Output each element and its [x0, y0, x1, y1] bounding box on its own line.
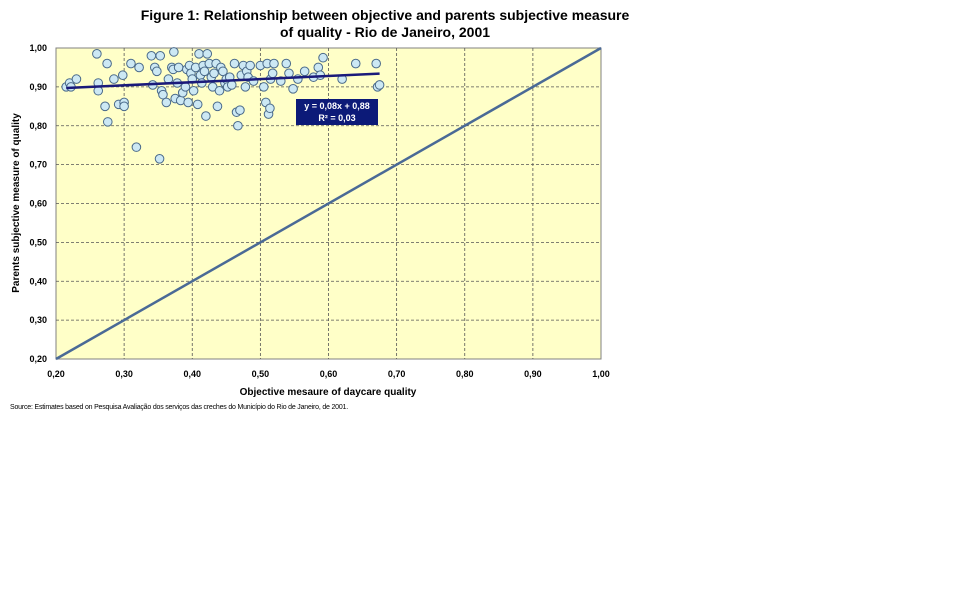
data-point: [245, 60, 255, 71]
data-point: [212, 101, 223, 112]
data-point: [152, 66, 162, 77]
data-point: [269, 58, 279, 69]
diagonal-line: [55, 46, 602, 361]
trendline-equation: y = 0,08x + 0,88: [304, 101, 370, 111]
chart-title-line-1: Figure 1: Relationship between objective…: [140, 7, 630, 23]
data-point: [192, 99, 203, 110]
data-point: [229, 58, 240, 69]
data-point: [169, 47, 179, 57]
y-tick-label: 0,80: [29, 121, 47, 131]
data-point: [183, 97, 193, 108]
data-point: [267, 68, 278, 79]
data-point: [374, 80, 385, 90]
y-tick-label: 1,00: [29, 43, 47, 53]
y-axis-title: Parents subjective measure of quality: [11, 113, 22, 293]
data-point: [117, 70, 128, 81]
data-point: [194, 49, 204, 59]
data-point: [109, 74, 119, 84]
data-point: [209, 68, 219, 79]
x-axis-title: Objective mesaure of daycare quality: [240, 387, 417, 398]
x-tick-label: 0,30: [115, 369, 133, 379]
data-points: [61, 47, 385, 164]
source-note: Source: Estimates based on Pesquisa Aval…: [10, 404, 348, 411]
data-point: [154, 153, 165, 164]
y-tick-label: 0,20: [29, 354, 47, 364]
data-point: [134, 62, 144, 73]
data-point: [146, 50, 157, 61]
data-point: [202, 49, 213, 59]
trendline-r-squared: R² = 0,03: [318, 113, 355, 123]
data-point: [158, 89, 168, 100]
data-point: [102, 58, 112, 69]
data-point: [265, 103, 275, 114]
data-point: [350, 58, 361, 69]
x-tick-label: 0,60: [320, 369, 338, 379]
data-point: [281, 58, 292, 69]
data-point: [100, 101, 110, 112]
data-point: [371, 58, 381, 69]
x-tick-label: 0,80: [456, 369, 474, 379]
data-point: [126, 58, 136, 69]
y-tick-label: 0,40: [29, 276, 47, 286]
data-point: [235, 105, 245, 115]
data-point: [218, 66, 228, 77]
y-tick-label: 0,50: [29, 237, 47, 247]
data-point: [288, 84, 298, 94]
chart-title: Figure 1: Relationship between objective…: [40, 7, 730, 41]
data-point: [131, 142, 142, 152]
data-point: [161, 97, 172, 108]
data-point: [199, 66, 210, 77]
data-point: [284, 68, 294, 79]
x-tick-label: 0,40: [183, 369, 201, 379]
data-point: [214, 85, 225, 96]
y-tick-label: 0,90: [29, 82, 47, 92]
data-point: [201, 111, 211, 121]
data-point: [102, 117, 113, 127]
data-point: [188, 85, 199, 96]
data-point: [155, 50, 166, 61]
y-tick-label: 0,70: [29, 160, 47, 170]
x-tick-label: 1,00: [592, 369, 610, 379]
data-point: [318, 52, 328, 63]
data-point: [233, 120, 243, 131]
data-point: [240, 82, 251, 92]
data-point: [299, 66, 310, 77]
trendline: [66, 72, 380, 90]
chart-title-line-2: of quality - Rio de Janeiro, 2001: [279, 24, 491, 40]
y-tick-label: 0,60: [29, 199, 47, 209]
trendline-equation-box: y = 0,08x + 0,88 R² = 0,03: [296, 99, 378, 125]
x-tick-label: 0,70: [388, 369, 406, 379]
data-point: [313, 62, 324, 73]
data-point: [226, 80, 237, 90]
data-point: [71, 74, 82, 84]
data-point: [258, 82, 269, 92]
data-point: [173, 62, 184, 73]
x-tick-label: 0,50: [252, 369, 270, 379]
trendline-layer: [66, 72, 380, 90]
diagonal-layer: [55, 46, 602, 361]
y-tick-label: 0,30: [29, 315, 47, 325]
x-tick-label: 0,90: [524, 369, 542, 379]
data-point: [92, 49, 102, 59]
data-point: [119, 101, 129, 112]
x-tick-label: 0,20: [47, 369, 65, 379]
tick-labels: 0,20 0,30 0,40 0,50 0,60 0,70 0,80 0,90 1,00 0,20…: [29, 43, 609, 379]
